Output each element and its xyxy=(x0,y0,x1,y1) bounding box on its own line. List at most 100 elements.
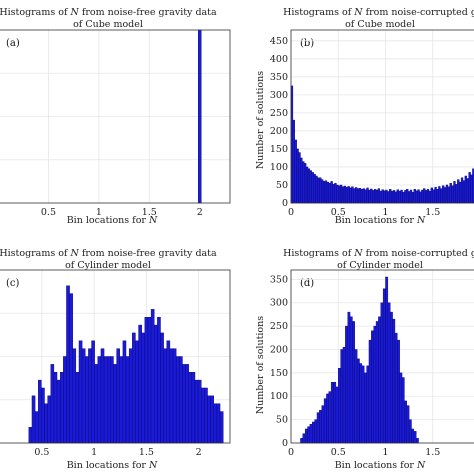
histogram-bar xyxy=(169,348,174,444)
histogram-bar xyxy=(380,302,384,444)
histogram-bar xyxy=(132,332,136,444)
histogram-bar xyxy=(421,189,424,204)
histogram-bar xyxy=(312,421,315,444)
y-tick-label: 100 xyxy=(270,391,288,402)
histogram-bar xyxy=(28,427,33,444)
x-tick-label: 1 xyxy=(91,447,97,458)
histogram-bar xyxy=(419,191,422,204)
histogram-bar xyxy=(44,403,48,444)
histogram-bar xyxy=(377,188,381,204)
histogram-bar xyxy=(336,184,339,204)
histogram-bar xyxy=(347,311,351,444)
histogram-bar xyxy=(406,189,409,204)
histogram-bar xyxy=(443,187,447,204)
histogram-bar xyxy=(409,189,413,204)
histogram-bar xyxy=(330,382,334,444)
panel-b-title-line1: Histograms of N from noise-corrupted g xyxy=(283,7,474,18)
histogram-bar xyxy=(449,182,452,204)
histogram-bar xyxy=(356,188,360,204)
histogram-bar xyxy=(356,358,360,444)
panel-b-ylabel: Number of solutions xyxy=(255,71,266,169)
histogram-bar xyxy=(56,379,61,444)
histogram-bar xyxy=(125,356,130,444)
histogram-bar xyxy=(335,386,339,444)
histogram-bar xyxy=(379,190,382,204)
histogram-bar xyxy=(430,187,433,204)
y-tick-label: 350 xyxy=(270,72,288,83)
histogram-bar xyxy=(81,348,86,444)
histogram-bar xyxy=(315,175,318,204)
histogram-bar xyxy=(47,395,51,444)
histogram-bar xyxy=(398,190,401,204)
panel-a-xlabel: Bin locations for N xyxy=(67,215,158,226)
histogram-bar xyxy=(135,340,139,444)
histogram-bar xyxy=(339,184,343,204)
histogram-bar xyxy=(313,173,316,204)
histogram-bar xyxy=(375,321,379,444)
panel-c-title-line2: of Cylinder model xyxy=(65,260,151,271)
histogram-bar xyxy=(466,178,469,204)
y-tick-label: 400 xyxy=(270,54,288,65)
panel-d: Histograms of N from noise-corrupted g o… xyxy=(255,248,474,471)
histogram-bar xyxy=(179,356,183,444)
histogram-bar xyxy=(343,185,347,204)
histogram-bar xyxy=(372,190,375,204)
panel-c-label: (c) xyxy=(6,278,20,289)
histogram-bar xyxy=(349,316,353,444)
histogram-bar xyxy=(338,367,341,444)
histogram-bar xyxy=(302,433,306,444)
histogram-bar xyxy=(413,189,416,204)
histogram-bar xyxy=(122,340,127,444)
axes-frame xyxy=(0,269,231,444)
histogram-bar xyxy=(360,189,364,204)
y-tick-label: 0 xyxy=(282,198,288,209)
histogram-bar xyxy=(451,185,454,204)
x-tick-label: 1.5 xyxy=(142,207,157,218)
y-tick-label: 200 xyxy=(270,126,288,137)
histogram-bar xyxy=(141,332,146,444)
histogram-bar xyxy=(368,189,371,204)
histogram-bar xyxy=(389,189,392,204)
histogram-bar xyxy=(314,419,318,444)
histogram-bar xyxy=(402,191,405,204)
y-tick-label: 0 xyxy=(282,438,288,449)
x-tick-label: 0 xyxy=(288,207,294,218)
histogram-bar xyxy=(460,177,464,204)
histogram-bar xyxy=(113,364,117,444)
x-tick-label: 2 xyxy=(197,207,203,218)
histogram-bar xyxy=(445,184,449,204)
histogram-bar xyxy=(307,168,311,204)
svg-text:Histograms of N from noise-fre: Histograms of N from noise-free gravity … xyxy=(0,7,217,18)
histogram-bar xyxy=(428,190,432,204)
panel-d-ylabel: Number of solutions xyxy=(255,316,266,414)
histogram-bar xyxy=(157,316,161,444)
x-tick-label: 1 xyxy=(382,447,388,458)
y-tick-label: 250 xyxy=(270,108,288,119)
histogram-bar xyxy=(364,372,367,444)
histogram-bar xyxy=(438,186,441,204)
panel-d-title-line2: of Cylinder model xyxy=(337,260,423,271)
y-tick-label: 350 xyxy=(270,274,288,285)
histogram-bar xyxy=(397,339,400,444)
histogram-bar xyxy=(342,346,346,444)
histogram-bar xyxy=(401,377,405,444)
histogram-bar xyxy=(41,387,45,444)
histogram-bar xyxy=(362,188,365,204)
histogram-bar xyxy=(216,403,221,444)
histogram-bar xyxy=(453,181,456,204)
histogram-bar xyxy=(305,166,309,204)
histogram-bar xyxy=(352,321,355,444)
histogram-bar xyxy=(390,190,394,204)
histogram-bar xyxy=(457,179,460,204)
histogram-bar xyxy=(213,403,218,444)
axes-frame xyxy=(290,29,474,204)
histogram-bar xyxy=(191,372,196,444)
y-tick-label: 50 xyxy=(276,415,288,426)
histogram-bar xyxy=(462,180,466,204)
x-tick-label: 1.5 xyxy=(425,207,440,218)
panel-b-title-line2: of Cube model xyxy=(345,19,415,30)
histogram-bar xyxy=(326,393,329,444)
histogram-bar xyxy=(385,276,389,444)
panel-b-plot: 0 0.5 1 1.5 0 50 100 150 200 250 300 350 400 450 xyxy=(270,29,474,218)
histogram-bar xyxy=(304,163,307,204)
